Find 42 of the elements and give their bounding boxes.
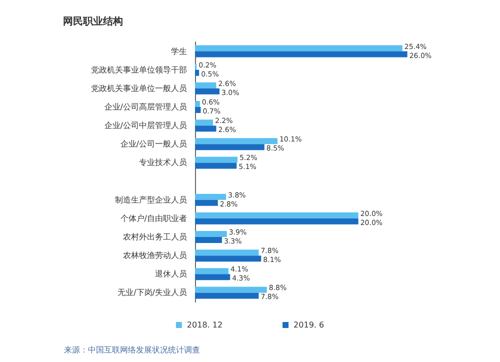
bar — [195, 218, 358, 224]
bar — [195, 45, 402, 52]
y-tick-label: 党政机关事业单位一般人员 — [91, 84, 187, 93]
y-tick-label: 党政机关事业单位领导干部 — [91, 65, 187, 74]
y-tick-label: 学生 — [171, 46, 187, 56]
bar — [195, 231, 227, 237]
bar — [195, 70, 200, 76]
bar — [195, 101, 200, 107]
bar — [195, 286, 267, 293]
y-tick-label: 无业/下岗/失业人员 — [118, 288, 187, 298]
y-tick-label: 专业技术人员 — [139, 158, 187, 168]
bar — [195, 237, 222, 243]
bar — [195, 292, 259, 299]
bar — [195, 126, 216, 132]
bar — [195, 82, 216, 88]
bar — [195, 156, 238, 163]
bar — [195, 162, 237, 169]
text: 网民职业结构 — [63, 16, 123, 28]
bar — [195, 138, 278, 144]
bar — [195, 274, 230, 280]
y-tick-label: 企业/公司一般人员 — [120, 140, 187, 149]
bar — [195, 144, 264, 150]
y-tick-label: 退休人员 — [155, 270, 187, 279]
bar — [195, 250, 259, 256]
bar — [195, 120, 213, 126]
y-tick-label: 企业/公司中层管理人员 — [104, 121, 187, 130]
y-tick-label: 农村外出务工人员 — [123, 232, 187, 242]
bar — [195, 88, 220, 94]
bar — [195, 268, 228, 274]
legend-label: 2018. 12 — [186, 320, 223, 330]
source-note: 来源：中国互联网络发展状况统计调查 — [64, 346, 200, 354]
y-tick-label: 企业/公司高层管理人员 — [104, 102, 187, 112]
bar — [195, 212, 358, 218]
bar — [195, 256, 262, 262]
y-tick-label: 农林牧渔劳动人员 — [123, 251, 187, 260]
bar — [195, 200, 218, 206]
bar — [195, 194, 226, 200]
legend-label: 2019. 6 — [294, 320, 324, 330]
y-tick-label: 个体户/自由职业者 — [120, 214, 187, 223]
y-tick-label: 制造生产型企业人员 — [115, 195, 187, 204]
bar — [195, 51, 408, 58]
bar — [195, 107, 201, 113]
